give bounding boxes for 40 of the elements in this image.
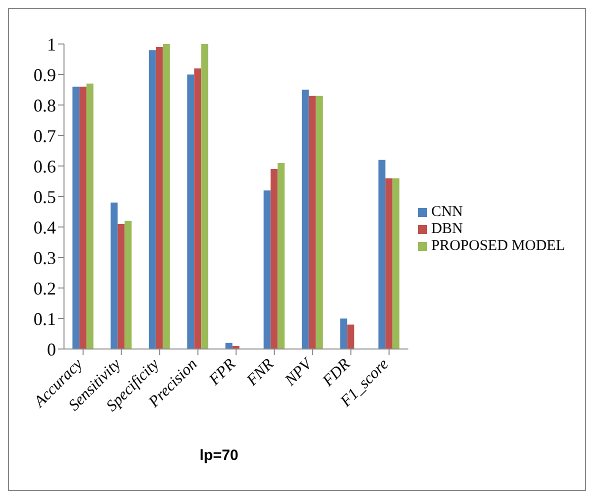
- bar: [302, 90, 309, 349]
- y-tick-label: 0.9: [34, 64, 56, 85]
- legend-label: PROPOSED MODEL: [431, 238, 565, 254]
- x-tick-label: FPR: [205, 356, 240, 390]
- bar: [278, 162, 285, 349]
- bar: [385, 178, 392, 349]
- y-tick-label: 0.1: [34, 308, 56, 329]
- y-tick-label: 0.5: [34, 186, 56, 207]
- bar: [118, 224, 125, 349]
- bar: [347, 324, 354, 349]
- y-tick-label: 0.7: [34, 126, 56, 146]
- bar: [156, 47, 163, 349]
- bar: [201, 44, 208, 349]
- bar: [316, 96, 323, 349]
- y-tick-label: 0: [47, 339, 56, 360]
- bar: [148, 50, 156, 349]
- bar: [72, 86, 80, 349]
- y-tick-label: 0.4: [34, 217, 56, 238]
- bar: [86, 84, 94, 349]
- bar: [124, 220, 132, 349]
- x-axis-title: lp=70: [198, 447, 240, 464]
- bar: [110, 202, 118, 349]
- bar: [308, 96, 316, 349]
- y-tick-label: 0.6: [34, 156, 56, 176]
- y-tick-label: 1: [47, 34, 56, 54]
- bar: [162, 44, 170, 349]
- bar: [187, 74, 194, 349]
- legend-label: DBN: [431, 220, 463, 236]
- legend-label: CNN: [431, 204, 463, 220]
- y-tick-label: 0.3: [34, 248, 56, 268]
- bar: [264, 190, 271, 349]
- bar: [270, 169, 278, 349]
- bar: [378, 160, 386, 349]
- bar: [79, 86, 86, 349]
- bar: [225, 342, 232, 349]
- y-tick-label: 0.2: [34, 278, 56, 298]
- bar: [340, 318, 348, 349]
- bar: [194, 68, 202, 349]
- y-tick-label: 0.8: [34, 95, 56, 116]
- bar: [392, 178, 400, 349]
